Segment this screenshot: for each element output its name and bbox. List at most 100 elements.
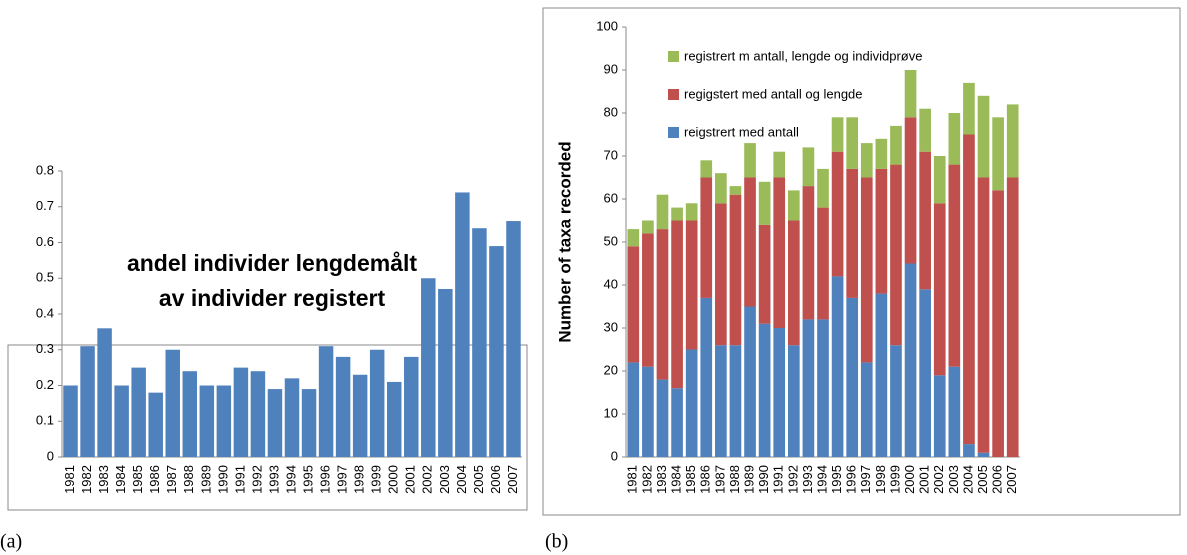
bar [199, 385, 215, 457]
bar [250, 371, 266, 457]
x-tick-label: 2007 [1004, 465, 1019, 494]
bar-segment [860, 143, 873, 178]
x-tick-label: 1993 [800, 465, 815, 494]
y-axis-label: Number of taxa recorded [555, 141, 574, 342]
x-tick-label: 1996 [318, 465, 333, 494]
x-tick-label: 1990 [756, 465, 771, 494]
bar-segment [744, 177, 756, 307]
bar-segment [992, 117, 1004, 191]
annotation: av individer registert [159, 285, 386, 311]
bar-segment [817, 319, 829, 457]
legend-swatch [668, 89, 679, 100]
x-tick-label: 1983 [96, 465, 111, 494]
bar-segment [642, 366, 654, 457]
bar-segment [715, 173, 727, 204]
bar-segment [758, 224, 771, 324]
x-tick-label: 1992 [249, 465, 264, 494]
bar [369, 349, 385, 457]
x-tick-label: 1992 [785, 465, 800, 494]
bar-segment [802, 186, 815, 320]
bar-segment [919, 289, 931, 457]
bar-segment [890, 345, 902, 457]
bar-segment [977, 177, 990, 453]
bar-segment [671, 207, 683, 221]
bar [97, 328, 112, 457]
bar-segment [875, 293, 888, 457]
y-tick-label: 30 [604, 319, 618, 334]
x-tick-label: 2004 [960, 465, 975, 494]
y-tick-label: 90 [604, 61, 618, 76]
bar [63, 385, 78, 457]
x-tick-label: 1988 [727, 465, 742, 494]
x-tick-label: 2002 [420, 465, 435, 494]
caption: (b) [545, 531, 568, 553]
bar-segment [642, 220, 654, 234]
x-tick-label: 1991 [232, 465, 247, 494]
x-tick-label: 1982 [79, 465, 94, 494]
bar-segment [802, 147, 815, 187]
bar [114, 385, 129, 457]
legend-swatch [668, 127, 679, 138]
bar [335, 356, 351, 457]
y-tick-label: 0.8 [36, 162, 54, 177]
x-tick-label: 2002 [931, 465, 946, 494]
bar-segment [758, 323, 771, 457]
x-tick-label: 1995 [300, 465, 315, 494]
x-tick-label: 1989 [198, 465, 213, 494]
bar-segment [787, 220, 800, 346]
x-tick-label: 1987 [712, 465, 727, 494]
bar [455, 192, 470, 457]
y-tick-label: 0.7 [36, 198, 54, 213]
bar-segment [963, 444, 975, 457]
bar-segment [744, 143, 756, 178]
x-tick-label: 1999 [887, 465, 902, 494]
bar-segment [729, 194, 742, 346]
bar-segment [671, 388, 683, 457]
bar [472, 228, 487, 457]
bar-segment [875, 138, 888, 169]
x-tick-label: 1984 [113, 465, 128, 494]
bar-segment [656, 229, 669, 380]
bar [148, 392, 163, 457]
x-tick-label: 1995 [829, 465, 844, 494]
bar-segment [933, 375, 946, 457]
bar-segment [831, 117, 844, 152]
bar-segment [656, 379, 669, 457]
y-tick-label: 10 [604, 405, 618, 420]
x-tick-label: 1989 [741, 465, 756, 494]
x-tick-label: 1997 [335, 465, 350, 494]
x-tick-label: 1994 [283, 465, 298, 494]
x-tick-label: 2004 [454, 465, 469, 494]
x-tick-label: 1998 [873, 465, 888, 494]
x-tick-label: 1993 [266, 465, 281, 494]
bar [131, 367, 146, 457]
bar [233, 367, 249, 457]
x-tick-label: 2006 [990, 465, 1005, 494]
x-tick-label: 1990 [215, 465, 230, 494]
bar-segment [977, 95, 990, 178]
bar-segment [729, 345, 742, 457]
bar-segment [919, 151, 931, 290]
y-tick-label: 80 [604, 104, 618, 119]
x-tick-label: 1994 [814, 465, 829, 494]
bar-segment [992, 190, 1004, 457]
x-tick-label: 1988 [181, 465, 196, 494]
y-tick-label: 0.6 [36, 234, 54, 249]
x-tick-label: 1985 [683, 465, 698, 494]
y-tick-label: 70 [604, 147, 618, 162]
bar-segment [963, 82, 975, 135]
y-tick-label: 0.5 [36, 270, 54, 285]
x-tick-label: 1999 [369, 465, 384, 494]
bar-segment [773, 328, 786, 457]
x-tick-label: 1985 [130, 465, 145, 494]
y-tick-label: 50 [604, 233, 618, 248]
bar-segment [773, 151, 786, 178]
legend-label: reigstrert med antall [684, 124, 799, 139]
bar [404, 356, 419, 457]
bar-segment [933, 156, 946, 204]
bar-segment [700, 160, 713, 178]
bar-segment [890, 164, 902, 346]
bar [506, 221, 521, 457]
bar-segment [890, 125, 902, 165]
